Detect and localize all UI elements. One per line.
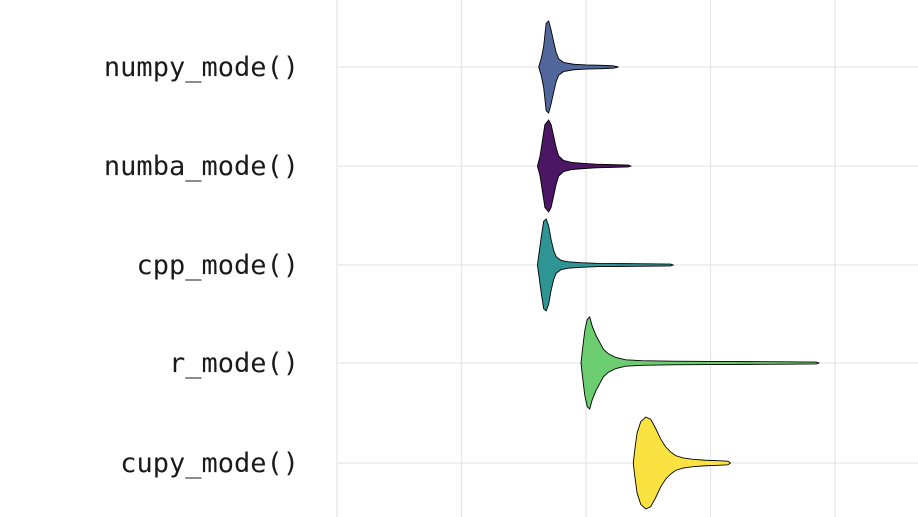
y-tick-labels: numpy_mode() numba_mode() cpp_mode() r_mode… bbox=[104, 52, 299, 479]
violin-r-mode bbox=[580, 316, 821, 410]
y-tick-label: numba_mode() bbox=[104, 151, 299, 182]
y-tick-label: numpy_mode() bbox=[104, 52, 299, 83]
violin-numpy-mode bbox=[538, 20, 619, 114]
y-tick-label: r_mode() bbox=[169, 348, 299, 379]
violin-numba-mode bbox=[536, 119, 633, 213]
violin-cupy-mode bbox=[632, 416, 732, 510]
y-tick-label: cpp_mode() bbox=[136, 250, 299, 281]
grid-layer bbox=[336, 0, 918, 517]
violin-cpp-mode bbox=[536, 218, 675, 312]
y-tick-label: cupy_mode() bbox=[120, 448, 299, 479]
violin-layer bbox=[536, 20, 821, 510]
